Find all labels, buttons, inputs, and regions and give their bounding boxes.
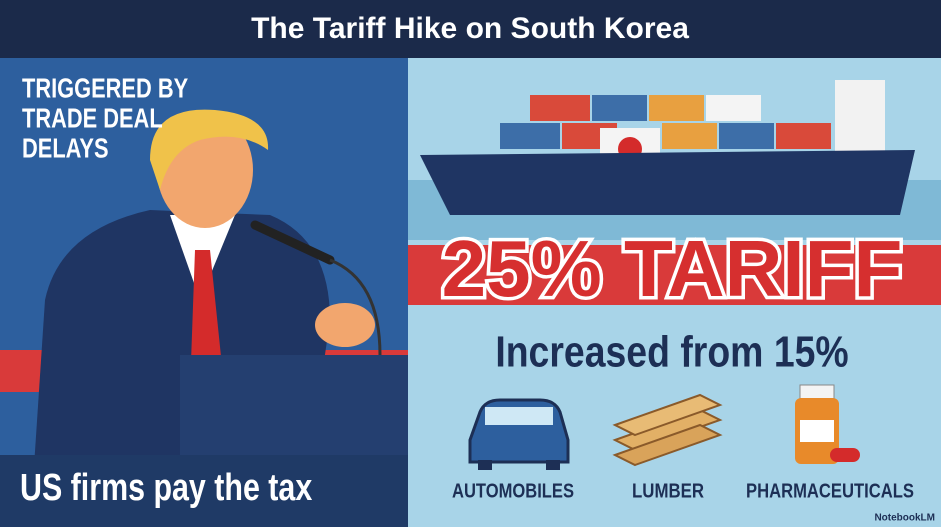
sector-label: PHARMACEUTICALS — [746, 480, 914, 502]
bridge — [835, 80, 885, 160]
podium — [180, 355, 408, 455]
hull — [420, 150, 915, 215]
bottle-cap — [799, 384, 835, 400]
subheadline: Increased from 15% — [495, 327, 848, 377]
headline-band — [408, 245, 941, 305]
car-wheel — [478, 460, 492, 470]
bottle-label — [800, 420, 834, 442]
sector-label: LUMBER — [632, 480, 704, 502]
car-wheel — [546, 460, 560, 470]
mic-stand — [329, 258, 382, 356]
container — [776, 123, 831, 149]
sector-label: AUTOMOBILES — [452, 480, 574, 502]
caption: TRIGGERED BY TRADE DEAL DELAYS — [22, 73, 188, 164]
speaker-illustration — [30, 109, 408, 527]
pill — [830, 448, 860, 462]
left-panel: TRIGGERED BY TRADE DEAL DELAYS US firms … — [0, 58, 408, 527]
plank — [612, 423, 723, 467]
container — [592, 95, 647, 121]
plank — [612, 393, 723, 437]
footer-wrap: US firms pay the tax — [20, 467, 312, 509]
footer-text: US firms pay the tax — [20, 467, 312, 509]
footer-band — [0, 455, 408, 527]
caption-line: TRIGGERED BY — [22, 73, 188, 104]
right-panel: 25% TARIFF Increased from 15% AUTOMOBILE… — [408, 58, 941, 527]
container — [649, 95, 704, 121]
lumber-icon — [612, 393, 723, 467]
medicine-icon — [795, 384, 860, 464]
caption-line: DELAYS — [22, 133, 109, 164]
container — [719, 123, 774, 149]
hair — [150, 109, 269, 190]
hand — [315, 303, 375, 347]
microphone — [250, 220, 335, 265]
cargo-ship — [420, 80, 915, 215]
caption-line: TRADE DEAL — [22, 103, 163, 134]
header-bar — [0, 0, 941, 58]
subheadline-wrap: Increased from 15% — [495, 327, 848, 377]
container — [500, 123, 560, 149]
headline: 25% TARIFF — [442, 224, 903, 313]
car-window — [485, 407, 553, 425]
korean-flag-container — [706, 95, 761, 121]
container — [662, 123, 717, 149]
watermark: NotebookLM — [874, 513, 935, 524]
sector-labels: AUTOMOBILES LUMBER PHARMACEUTICALS — [452, 480, 914, 502]
title: The Tariff Hike on South Korea — [251, 12, 689, 45]
car-icon — [468, 398, 570, 470]
container — [530, 95, 590, 121]
